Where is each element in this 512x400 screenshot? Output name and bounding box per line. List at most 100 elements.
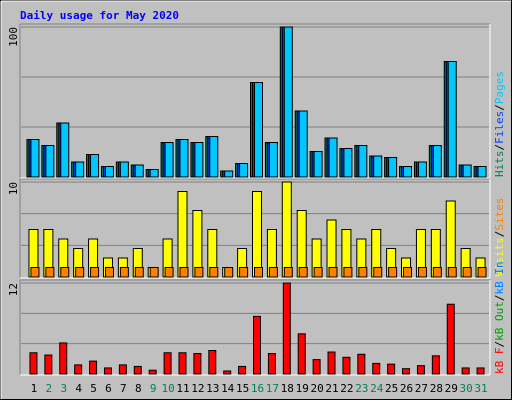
- bar: [75, 267, 85, 278]
- bar: [209, 267, 219, 278]
- bar: [223, 370, 232, 375]
- legend-separator: /: [493, 104, 506, 111]
- x-tick-label: 3: [60, 382, 67, 395]
- bar: [90, 154, 100, 178]
- x-tick-label: 20: [310, 382, 323, 395]
- bar: [224, 170, 234, 178]
- bar: [29, 352, 38, 375]
- bar: [283, 267, 293, 278]
- bar: [74, 364, 83, 375]
- bar: [461, 367, 470, 375]
- bar: [477, 166, 487, 178]
- bar: [447, 267, 457, 278]
- x-tick-label: 14: [221, 382, 235, 395]
- bar: [388, 267, 398, 278]
- y-tick-label: 100: [7, 27, 20, 47]
- bar: [30, 267, 40, 278]
- bar: [388, 157, 398, 178]
- bar: [238, 365, 247, 375]
- bar: [431, 355, 440, 375]
- bar: [208, 349, 217, 375]
- x-tick-label: 27: [415, 382, 428, 395]
- bar: [239, 163, 249, 178]
- bar: [30, 139, 40, 178]
- bar: [103, 367, 112, 375]
- legend-separator: /: [493, 231, 506, 238]
- bar: [194, 267, 204, 278]
- legend-entry: Visits: [493, 237, 506, 277]
- bar: [194, 142, 204, 178]
- x-tick-label: 12: [191, 382, 204, 395]
- x-tick-label: 29: [445, 382, 458, 395]
- x-tick-label: 9: [150, 382, 157, 395]
- x-tick-label: 5: [90, 382, 97, 395]
- x-tick-label: 21: [325, 382, 338, 395]
- legend-entry: Pages: [493, 71, 506, 104]
- bar: [60, 122, 70, 178]
- x-tick-label: 26: [400, 382, 413, 395]
- bar: [164, 142, 174, 178]
- bar: [373, 155, 383, 178]
- chart-title: Daily usage for May 2020: [20, 9, 179, 22]
- bar: [89, 360, 98, 375]
- x-tick-label: 15: [236, 382, 249, 395]
- bar: [179, 139, 189, 178]
- legend-entry: kB F: [493, 348, 506, 375]
- bar: [328, 267, 338, 278]
- bar: [224, 267, 234, 278]
- bar: [44, 354, 53, 375]
- bar: [163, 352, 172, 375]
- bar: [268, 142, 278, 178]
- bar: [298, 267, 308, 278]
- x-tick-label: 23: [355, 382, 368, 395]
- bar: [60, 267, 70, 278]
- bar: [254, 82, 263, 178]
- legend-entry: Sites: [493, 198, 506, 231]
- bar: [268, 267, 278, 278]
- bar: [403, 267, 413, 278]
- bar: [403, 166, 413, 178]
- x-tick-label: 7: [120, 382, 127, 395]
- bar: [267, 353, 276, 375]
- y-tick-label: 10: [7, 182, 20, 195]
- bar: [252, 191, 262, 278]
- bar: [402, 368, 411, 375]
- legend-separator: /: [493, 144, 506, 151]
- bar: [297, 333, 306, 375]
- bar: [178, 352, 187, 375]
- bar: [177, 191, 188, 278]
- bar: [164, 267, 174, 278]
- x-tick-label: 6: [105, 382, 112, 395]
- bar: [149, 169, 159, 178]
- bar: [417, 267, 427, 278]
- bar: [462, 164, 472, 178]
- bar: [134, 164, 144, 178]
- bar: [387, 363, 396, 375]
- x-tick-label: 30: [460, 382, 473, 395]
- x-tick-label: 28: [430, 382, 443, 395]
- legend-entry: Hits: [493, 151, 506, 178]
- x-tick-label: 25: [385, 382, 398, 395]
- bar: [327, 351, 336, 375]
- x-tick-label: 16: [251, 382, 264, 395]
- bar: [104, 166, 114, 178]
- x-tick-label: 22: [340, 382, 353, 395]
- legend-entry: Files: [493, 111, 506, 144]
- bar: [445, 200, 456, 278]
- bar: [148, 369, 157, 375]
- bar: [45, 145, 55, 178]
- x-tick-label: 19: [296, 382, 309, 395]
- x-tick-label: 24: [370, 382, 384, 395]
- bar: [328, 137, 338, 178]
- legend-entry: kB Out: [493, 301, 506, 341]
- bar: [119, 267, 129, 278]
- legend-separator: /: [493, 341, 506, 348]
- x-tick-label: 31: [474, 382, 487, 395]
- legend-entry: kB In: [493, 261, 506, 294]
- bar: [477, 267, 487, 278]
- x-tick-label: 11: [176, 382, 189, 395]
- bar: [253, 315, 261, 375]
- bar: [358, 145, 368, 178]
- bar: [416, 365, 425, 375]
